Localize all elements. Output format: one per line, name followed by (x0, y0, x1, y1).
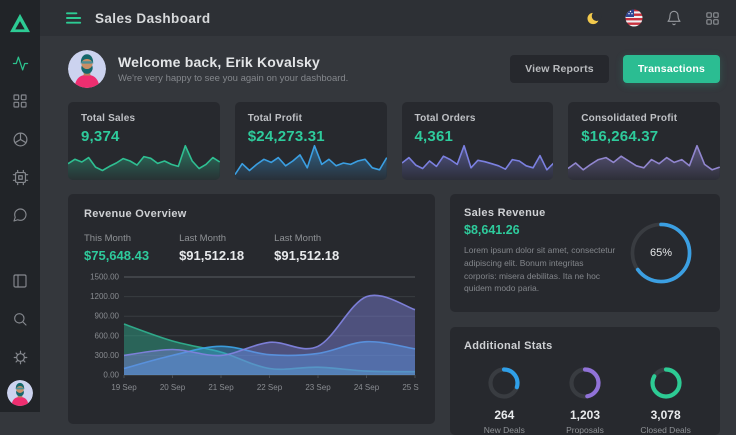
proposals-donut (569, 367, 601, 399)
avatar-image (7, 380, 33, 406)
gauge-percent-label: 65% (649, 247, 673, 259)
additional-stats-panel: Additional Stats 264 New Deals (450, 327, 720, 435)
sidebar (0, 0, 40, 412)
view-reports-button[interactable]: View Reports (510, 55, 609, 83)
sidebar-item-messages[interactable] (0, 196, 40, 234)
app-logo[interactable] (9, 8, 31, 38)
stat-cards-row: Total Sales 9,374 Total Profit $24,273.31 … (68, 102, 720, 180)
grid-icon (13, 94, 27, 108)
revenue-stat-this-month: This Month $75,648.43 (84, 233, 150, 263)
language-us-flag-icon[interactable] (625, 9, 643, 27)
svg-text:900.00: 900.00 (95, 312, 120, 321)
new-deals-donut (488, 367, 520, 399)
layout-sidebar-icon (13, 274, 27, 288)
stat-card-total-profit: Total Profit $24,273.31 (234, 102, 387, 180)
svg-text:20 Sep: 20 Sep (160, 383, 186, 392)
cpu-icon (12, 169, 28, 185)
welcome-banner: Welcome back, Erik Kovalsky We're very h… (68, 44, 720, 94)
avatar-image (68, 50, 106, 88)
sidebar-item-apps[interactable] (0, 82, 40, 120)
svg-text:24 Sep: 24 Sep (354, 383, 380, 392)
sales-revenue-gauge: 65% (624, 216, 698, 290)
revenue-stat-last-month-2: Last Month $91,512.18 (274, 233, 340, 263)
sidebar-item-settings[interactable] (0, 338, 40, 376)
svg-text:23 Sep: 23 Sep (305, 383, 331, 392)
stat-card-sparkline (401, 144, 554, 180)
welcome-subtitle: We're very happy to see you again on you… (118, 73, 349, 84)
svg-text:0.00: 0.00 (103, 371, 119, 380)
stat-card-value: $16,264.37 (581, 128, 659, 145)
sidebar-item-search[interactable] (0, 300, 40, 338)
sales-revenue-value: $8,641.26 (464, 223, 520, 237)
stat-card-sparkline (568, 144, 720, 180)
hamburger-menu-icon[interactable] (66, 11, 83, 25)
stat-card-value: $24,273.31 (247, 128, 325, 145)
svg-text:300.00: 300.00 (95, 351, 120, 360)
stat-card-label: Total Profit (247, 113, 303, 124)
svg-text:22 Sep: 22 Sep (257, 383, 283, 392)
stat-card-label: Consolidated Profit (581, 113, 678, 124)
logo-triangle-icon (10, 13, 30, 33)
stat-card-total-sales: Total Sales 9,374 (68, 102, 220, 180)
page-title: Sales Dashboard (95, 10, 211, 26)
revenue-area-chart: 0.00 300.00 600.00 900.00 1200.00 1500.00 19 S… (90, 273, 419, 393)
sidebar-user-avatar[interactable] (7, 380, 33, 406)
product-sphere-icon (13, 132, 27, 146)
closed-deals-donut (650, 367, 682, 399)
stat-card-sparkline (68, 144, 220, 180)
welcome-title: Welcome back, Erik Kovalsky (118, 54, 321, 70)
topbar-actions (585, 9, 720, 27)
sales-revenue-panel: Sales Revenue $8,641.26 Lorem ipsum dolo… (450, 194, 720, 312)
main-content: Welcome back, Erik Kovalsky We're very h… (40, 36, 736, 435)
stat-card-sparkline (234, 144, 387, 180)
stat-card-total-orders: Total Orders 4,361 (401, 102, 554, 180)
sidebar-item-products[interactable] (0, 120, 40, 158)
dark-mode-moon-icon[interactable] (585, 10, 602, 27)
sales-revenue-description: Lorem ipsum dolor sit amet, consectetur … (464, 245, 616, 294)
stat-closed-deals: 3,078 Closed Deals (631, 365, 701, 435)
stat-card-label: Total Sales (81, 113, 136, 124)
svg-text:19 Sep: 19 Sep (111, 383, 137, 392)
apps-grid-icon[interactable] (705, 11, 720, 26)
transactions-button[interactable]: Transactions (622, 55, 720, 83)
user-avatar[interactable] (68, 50, 106, 88)
svg-text:600.00: 600.00 (95, 331, 120, 340)
sidebar-item-layout[interactable] (0, 262, 40, 300)
additional-stats-title: Additional Stats (464, 340, 553, 352)
revenue-overview-title: Revenue Overview (84, 208, 187, 220)
revenue-stat-last-month-1: Last Month $91,512.18 (179, 233, 245, 263)
svg-text:21 Sep: 21 Sep (208, 383, 234, 392)
sales-revenue-title: Sales Revenue (464, 207, 546, 219)
stat-new-deals: 264 New Deals (469, 365, 539, 435)
sidebar-item-system[interactable] (0, 158, 40, 196)
activity-icon (12, 56, 28, 70)
stat-card-value: 4,361 (414, 128, 454, 145)
search-icon (14, 313, 27, 326)
svg-text:25 Sep: 25 Sep (402, 383, 419, 392)
stat-card-consolidated-profit: Consolidated Profit $16,264.37 (568, 102, 720, 180)
sidebar-item-dashboard[interactable] (0, 44, 40, 82)
svg-text:1200.00: 1200.00 (90, 292, 119, 301)
revenue-overview-panel: Revenue Overview This Month $75,648.43 L… (68, 194, 435, 424)
content-row: Revenue Overview This Month $75,648.43 L… (68, 194, 720, 435)
chat-bubble-icon (13, 208, 27, 222)
stat-card-label: Total Orders (414, 113, 476, 124)
topbar: Sales Dashboard (40, 0, 736, 36)
notifications-bell-icon[interactable] (666, 10, 682, 26)
svg-text:1500.00: 1500.00 (90, 273, 119, 282)
gear-icon (13, 350, 27, 364)
stat-proposals: 1,203 Proposals (550, 365, 620, 435)
stat-card-value: 9,374 (81, 128, 120, 145)
